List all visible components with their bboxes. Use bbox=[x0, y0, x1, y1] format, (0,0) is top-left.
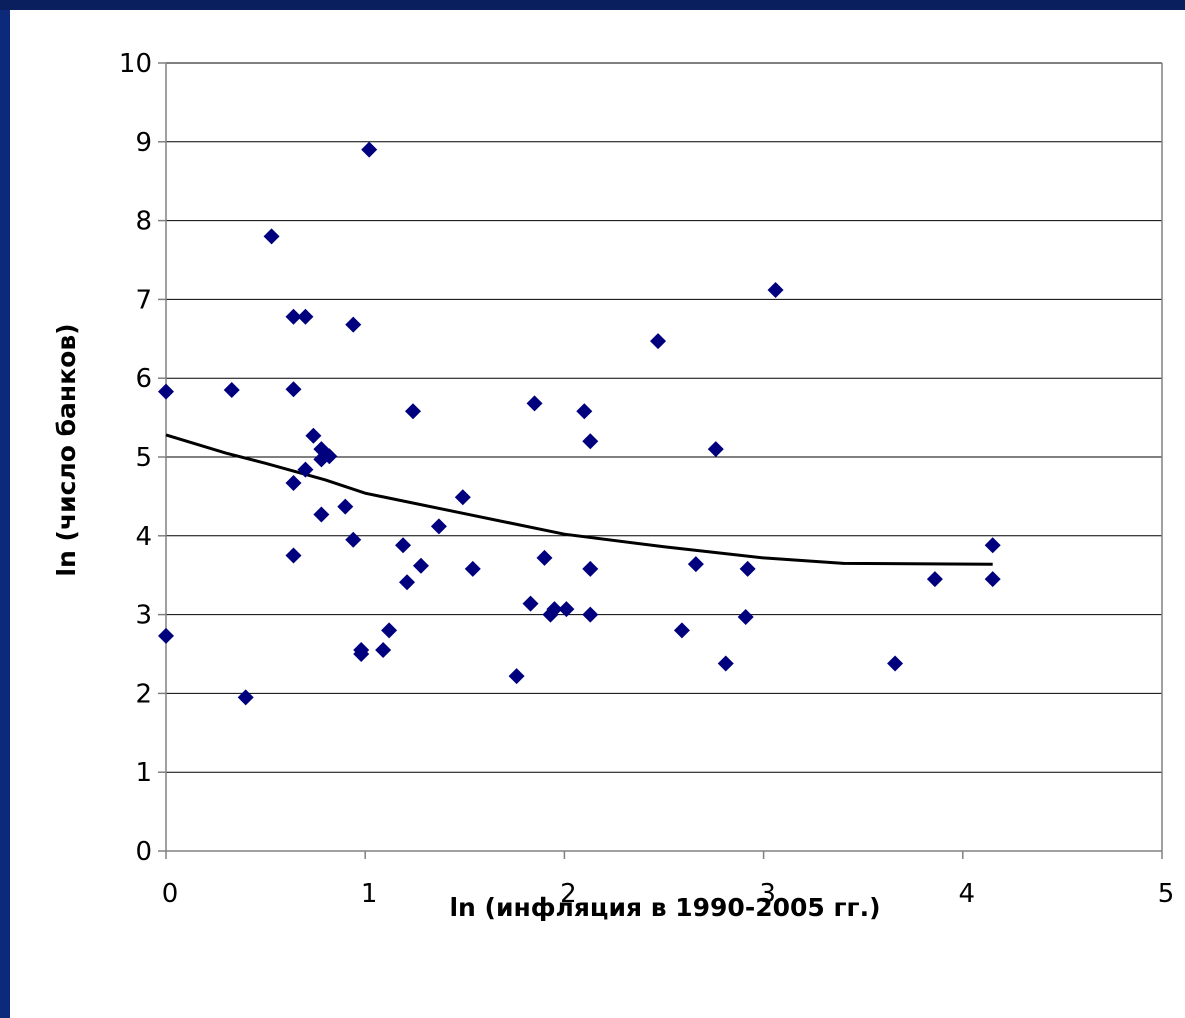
y-axis-title: ln (число банков) bbox=[52, 323, 81, 576]
data-point bbox=[576, 403, 593, 420]
data-point bbox=[337, 498, 354, 515]
data-point bbox=[926, 571, 943, 588]
data-point bbox=[430, 518, 447, 535]
data-point bbox=[321, 448, 338, 465]
data-point bbox=[984, 571, 1001, 588]
data-point bbox=[526, 395, 543, 412]
data-point bbox=[353, 646, 370, 662]
y-tick-label: 0 bbox=[135, 837, 152, 867]
data-point bbox=[737, 608, 754, 625]
x-tick-label: 4 bbox=[959, 879, 976, 909]
data-point bbox=[285, 475, 302, 492]
x-tick-label: 5 bbox=[1158, 879, 1175, 909]
data-point bbox=[582, 560, 599, 577]
data-point bbox=[285, 308, 302, 325]
y-tick-label: 10 bbox=[119, 49, 152, 79]
data-point bbox=[158, 383, 174, 400]
data-point bbox=[650, 333, 667, 350]
data-point bbox=[237, 689, 254, 706]
data-point bbox=[984, 537, 1001, 554]
data-point bbox=[887, 655, 904, 672]
data-point bbox=[546, 601, 563, 618]
plot-frame bbox=[158, 62, 1163, 859]
scatter-chart: 0 1 2 3 4 5 6 7 8 9 10 0 1 2 3 4 5 ln (инфляция в 1990-… bbox=[52, 49, 1175, 922]
grid-lines bbox=[166, 62, 1162, 852]
data-point bbox=[375, 642, 392, 659]
data-point bbox=[464, 560, 481, 577]
trend-line bbox=[165, 433, 993, 566]
y-tick-labels: 0 1 2 3 4 5 6 7 8 9 10 bbox=[119, 49, 152, 867]
y-tick-label: 8 bbox=[135, 207, 152, 237]
data-point bbox=[687, 556, 704, 573]
data-point bbox=[536, 549, 553, 566]
data-point bbox=[454, 489, 471, 506]
x-tick-label: 2 bbox=[560, 879, 577, 909]
x-tick-label: 0 bbox=[162, 879, 179, 909]
x-tick-labels: 0 1 2 3 4 5 bbox=[162, 879, 1175, 909]
x-tick-label: 3 bbox=[759, 879, 776, 909]
data-point bbox=[558, 601, 575, 618]
data-point bbox=[381, 622, 398, 639]
y-tick-label: 4 bbox=[135, 522, 152, 552]
x-tick-label: 1 bbox=[361, 879, 378, 909]
chart-panel: 0 1 2 3 4 5 6 7 8 9 10 0 1 2 3 4 5 ln (инфляция в 1990-… bbox=[10, 10, 1185, 1018]
data-point bbox=[522, 595, 539, 612]
y-tick-label: 1 bbox=[135, 758, 152, 788]
data-point bbox=[399, 574, 416, 591]
data-point bbox=[508, 668, 525, 685]
y-tick-label: 5 bbox=[135, 443, 152, 473]
data-point bbox=[263, 228, 280, 245]
data-point bbox=[739, 560, 756, 577]
data-point bbox=[717, 655, 734, 672]
y-tick-label: 3 bbox=[135, 601, 152, 631]
data-point bbox=[223, 382, 240, 399]
data-point bbox=[297, 308, 314, 325]
y-tick-label: 9 bbox=[135, 128, 152, 158]
data-points bbox=[158, 141, 1001, 706]
data-point bbox=[405, 403, 422, 420]
data-point bbox=[582, 606, 599, 623]
data-point bbox=[707, 441, 724, 458]
top-band bbox=[0, 0, 1185, 10]
data-point bbox=[767, 281, 784, 298]
data-point bbox=[345, 531, 362, 548]
y-tick-label: 7 bbox=[135, 285, 152, 315]
data-point bbox=[395, 537, 412, 554]
data-point bbox=[285, 381, 302, 398]
data-point bbox=[412, 557, 429, 574]
x-axis-title: ln (инфляция в 1990-2005 гг.) bbox=[449, 893, 880, 922]
data-point bbox=[285, 547, 302, 564]
data-point bbox=[305, 427, 322, 444]
data-point bbox=[361, 141, 378, 158]
y-tick-label: 6 bbox=[135, 364, 152, 394]
data-point bbox=[158, 627, 174, 644]
data-point bbox=[673, 622, 690, 639]
data-point bbox=[313, 506, 330, 523]
data-point bbox=[345, 316, 362, 333]
trendline bbox=[165, 433, 993, 566]
data-point bbox=[297, 461, 314, 478]
y-tick-label: 2 bbox=[135, 679, 152, 709]
data-point bbox=[582, 433, 599, 450]
